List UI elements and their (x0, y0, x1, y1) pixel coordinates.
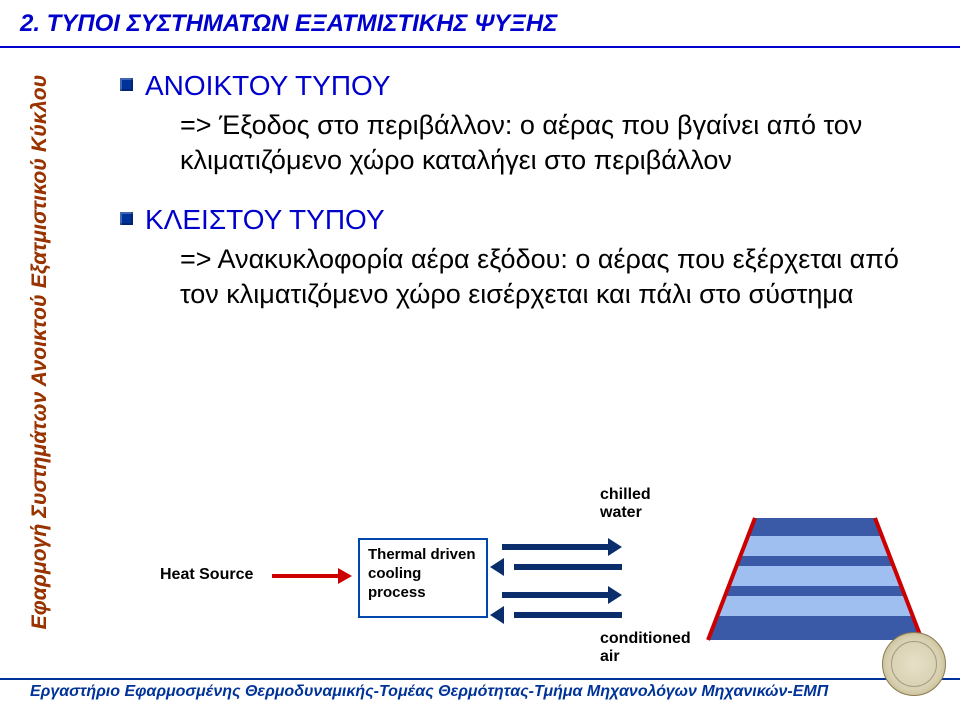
footer-text: Εργαστήριο Εφαρμοσμένης Θερμοδυναμικής-Τ… (30, 683, 828, 701)
conditioned-air-label: conditioned air (600, 630, 691, 667)
bullet-square-icon (120, 212, 133, 225)
heat-arrow-icon (272, 574, 352, 578)
side-vertical-text: Εφαρμογή Συστημάτων Ανοικτού Εξατμιστικο… (28, 72, 52, 632)
university-seal-icon (882, 632, 946, 696)
content-area: ΑΝΟΙΚΤΟΥ ΤΥΠΟΥ => Έξοδος στο περιβάλλον:… (120, 70, 920, 338)
process-diagram: Heat Source Thermal driven cooling proce… (140, 520, 920, 670)
process-box: Thermal driven cooling process (358, 538, 488, 618)
bullet-square-icon (120, 78, 133, 91)
flow-arrow-icon (502, 592, 622, 598)
cooling-tower-icon (700, 514, 930, 649)
flow-arrow-icon (502, 544, 622, 550)
flow-arrow-icon (502, 564, 622, 570)
title-wrap: 2. ΤΥΠΟΙ ΣΥΣΤΗΜΑΤΩΝ ΕΞΑΤΜΙΣΤΙΚΗΣ ΨΥΞΗΣ (20, 10, 870, 38)
bullet-1-head: ΑΝΟΙΚΤΟΥ ΤΥΠΟΥ (145, 70, 391, 102)
slide: 2. ΤΥΠΟΙ ΣΥΣΤΗΜΑΤΩΝ ΕΞΑΤΜΙΣΤΙΚΗΣ ΨΥΞΗΣ Ε… (0, 0, 960, 716)
footer-bar: Εργαστήριο Εφαρμοσμένης Θερμοδυναμικής-Τ… (0, 680, 960, 704)
bullet-2-head: ΚΛΕΙΣΤΟΥ ΤΥΠΟΥ (145, 204, 385, 236)
chilled-water-label: chilled water (600, 486, 651, 523)
bullet-2-header: ΚΛΕΙΣΤΟΥ ΤΥΠΟΥ (120, 204, 920, 236)
bullet-2: ΚΛΕΙΣΤΟΥ ΤΥΠΟΥ => Ανακυκλοφορία αέρα εξό… (120, 204, 920, 312)
slide-title: 2. ΤΥΠΟΙ ΣΥΣΤΗΜΑΤΩΝ ΕΞΑΤΜΙΣΤΙΚΗΣ ΨΥΞΗΣ (20, 10, 870, 38)
bullet-1: ΑΝΟΙΚΤΟΥ ΤΥΠΟΥ => Έξοδος στο περιβάλλον:… (120, 70, 920, 178)
flow-arrow-icon (502, 612, 622, 618)
title-underline (0, 46, 960, 48)
bullet-1-header: ΑΝΟΙΚΤΟΥ ΤΥΠΟΥ (120, 70, 920, 102)
heat-source-label: Heat Source (160, 566, 253, 584)
bullet-2-body: => Ανακυκλοφορία αέρα εξόδου: ο αέρας πο… (180, 242, 920, 312)
bullet-1-body: => Έξοδος στο περιβάλλον: ο αέρας που βγ… (180, 108, 920, 178)
